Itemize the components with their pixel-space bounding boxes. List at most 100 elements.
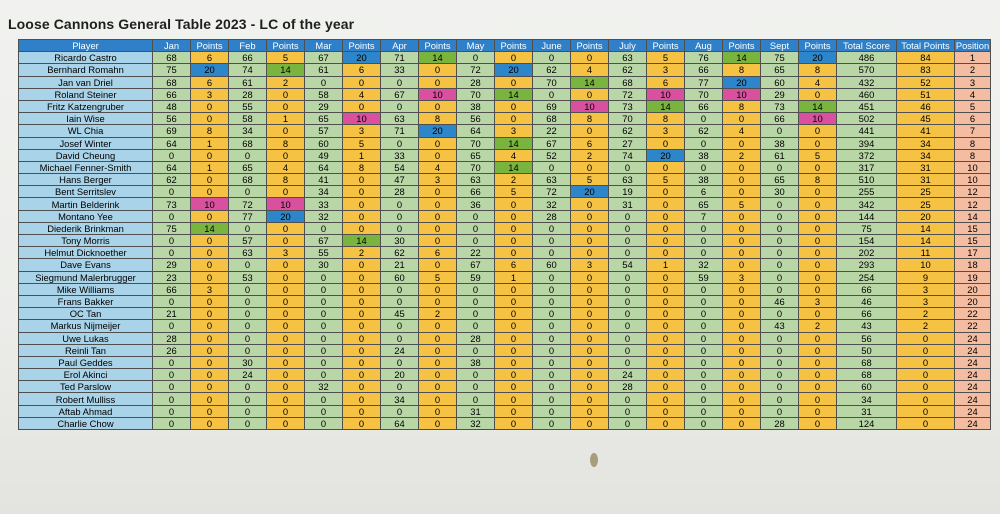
- month-points-cell: 0: [342, 416, 381, 431]
- month-points-cell: 0: [646, 307, 685, 321]
- month-points-cell: 0: [190, 173, 229, 187]
- month-score-cell: 0: [532, 307, 571, 321]
- month-points-cell: 2: [494, 173, 533, 187]
- month-score-cell: 64: [456, 124, 495, 138]
- month-score-cell: 0: [760, 343, 799, 357]
- month-score-cell: 0: [608, 282, 647, 296]
- month-score-cell: 72: [456, 63, 495, 77]
- month-score-cell: 30: [380, 233, 419, 248]
- month-points-cell: 0: [494, 416, 533, 431]
- month-score-cell: 47: [380, 173, 419, 187]
- month-score-cell: 0: [228, 282, 267, 296]
- month-score-cell: 49: [304, 148, 343, 162]
- month-score-cell: 77: [228, 209, 267, 223]
- month-points-cell: 0: [570, 380, 609, 394]
- player-name-cell: David Cheung: [18, 148, 153, 162]
- month-score-cell: 0: [760, 221, 799, 236]
- month-points-cell: 0: [798, 392, 837, 406]
- month-score-cell: 62: [684, 124, 723, 138]
- column-header: Player: [18, 38, 153, 53]
- table-row: Fritz Katzengruber 48 0 55 0 29 0 0 0 38 0 69 10 73 14…: [18, 99, 991, 114]
- month-points-cell: 8: [798, 63, 837, 77]
- month-score-cell: 66: [684, 99, 723, 114]
- total-points-cell: 14: [896, 221, 955, 236]
- month-points-cell: 20: [190, 63, 229, 77]
- position-cell: 18: [954, 258, 991, 272]
- player-name-cell: Hans Berger: [18, 173, 153, 187]
- month-points-cell: 0: [266, 270, 305, 284]
- month-score-cell: 0: [760, 368, 799, 382]
- month-points-cell: 0: [722, 209, 761, 223]
- total-score-cell: 68: [836, 368, 897, 382]
- month-score-cell: 0: [608, 270, 647, 284]
- month-score-cell: 0: [152, 209, 191, 223]
- month-points-cell: 6: [342, 63, 381, 77]
- player-name-cell: Roland Steiner: [18, 87, 153, 101]
- month-score-cell: 23: [152, 270, 191, 284]
- month-score-cell: 38: [456, 355, 495, 370]
- month-score-cell: 0: [456, 307, 495, 321]
- table-row: Josef Winter 64 1 68 8 60 5 0 0 70 14 67 6 27 0 0 0 38 0 39…: [18, 136, 991, 150]
- month-score-cell: 32: [304, 209, 343, 223]
- month-points-cell: 0: [722, 160, 761, 175]
- month-points-cell: 0: [342, 307, 381, 321]
- month-score-cell: 67: [532, 136, 571, 150]
- total-score-cell: 56: [836, 331, 897, 345]
- month-score-cell: 0: [152, 392, 191, 406]
- month-score-cell: 0: [608, 160, 647, 175]
- month-points-cell: 8: [722, 63, 761, 77]
- month-score-cell: 0: [456, 343, 495, 357]
- month-score-cell: 0: [304, 294, 343, 309]
- month-points-cell: 3: [342, 124, 381, 138]
- month-score-cell: 24: [380, 343, 419, 357]
- total-score-cell: 68: [836, 355, 897, 370]
- month-points-cell: 0: [646, 368, 685, 382]
- month-score-cell: 0: [304, 75, 343, 89]
- month-points-cell: 0: [798, 160, 837, 175]
- month-points-cell: 4: [342, 87, 381, 101]
- month-points-cell: 0: [266, 343, 305, 357]
- month-score-cell: 0: [532, 221, 571, 236]
- month-points-cell: 0: [342, 185, 381, 199]
- month-points-cell: 0: [266, 124, 305, 138]
- month-points-cell: 0: [342, 99, 381, 114]
- month-score-cell: 0: [456, 209, 495, 223]
- month-points-cell: 5: [342, 136, 381, 150]
- month-points-cell: 0: [342, 294, 381, 309]
- month-score-cell: 0: [228, 416, 267, 431]
- month-points-cell: 0: [418, 380, 457, 394]
- month-score-cell: 67: [380, 87, 419, 101]
- month-score-cell: 0: [228, 404, 267, 418]
- table-row: Reinli Tan 26 0 0 0 0 0 24 0 0 0 0 0 0 0 0 0 0 0 50 0 24: [18, 343, 991, 357]
- month-points-cell: 0: [722, 355, 761, 370]
- month-points-cell: 4: [798, 75, 837, 89]
- position-cell: 15: [954, 221, 991, 236]
- month-points-cell: 0: [190, 112, 229, 126]
- month-score-cell: 71: [380, 124, 419, 138]
- month-points-cell: 0: [494, 392, 533, 406]
- column-header: Total Score: [836, 38, 897, 53]
- month-score-cell: 53: [228, 270, 267, 284]
- month-points-cell: 0: [190, 380, 229, 394]
- player-name-cell: Erol Akinci: [18, 368, 153, 382]
- month-points-cell: 0: [342, 75, 381, 89]
- player-name-cell: Dave Evans: [18, 258, 153, 272]
- month-score-cell: 48: [152, 99, 191, 114]
- month-points-cell: 0: [418, 343, 457, 357]
- table-body: Ricardo Castro 68 6 66 5 67 20 71 14 0 0 0 0 63 5 76 14 7…: [18, 51, 991, 431]
- total-points-cell: 45: [896, 112, 955, 126]
- month-score-cell: 30: [760, 185, 799, 199]
- month-points-cell: 4: [494, 148, 533, 162]
- total-score-cell: 154: [836, 233, 897, 248]
- column-header: May: [456, 38, 495, 53]
- month-points-cell: 0: [190, 355, 229, 370]
- month-score-cell: 72: [608, 87, 647, 101]
- month-points-cell: 5: [798, 148, 837, 162]
- month-score-cell: 34: [304, 185, 343, 199]
- month-score-cell: 0: [152, 380, 191, 394]
- month-points-cell: 3: [646, 63, 685, 77]
- month-points-cell: 6: [570, 136, 609, 150]
- month-points-cell: 3: [190, 282, 229, 296]
- month-points-cell: 14: [798, 99, 837, 114]
- table-row: Bernhard Romahn 75 20 74 14 61 6 33 0 72 20 62 4 62 3 6…: [18, 63, 991, 77]
